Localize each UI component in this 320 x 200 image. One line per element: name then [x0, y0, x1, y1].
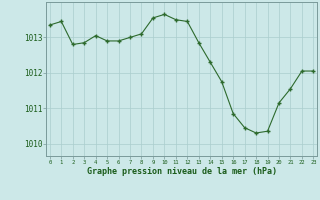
X-axis label: Graphe pression niveau de la mer (hPa): Graphe pression niveau de la mer (hPa): [87, 167, 276, 176]
